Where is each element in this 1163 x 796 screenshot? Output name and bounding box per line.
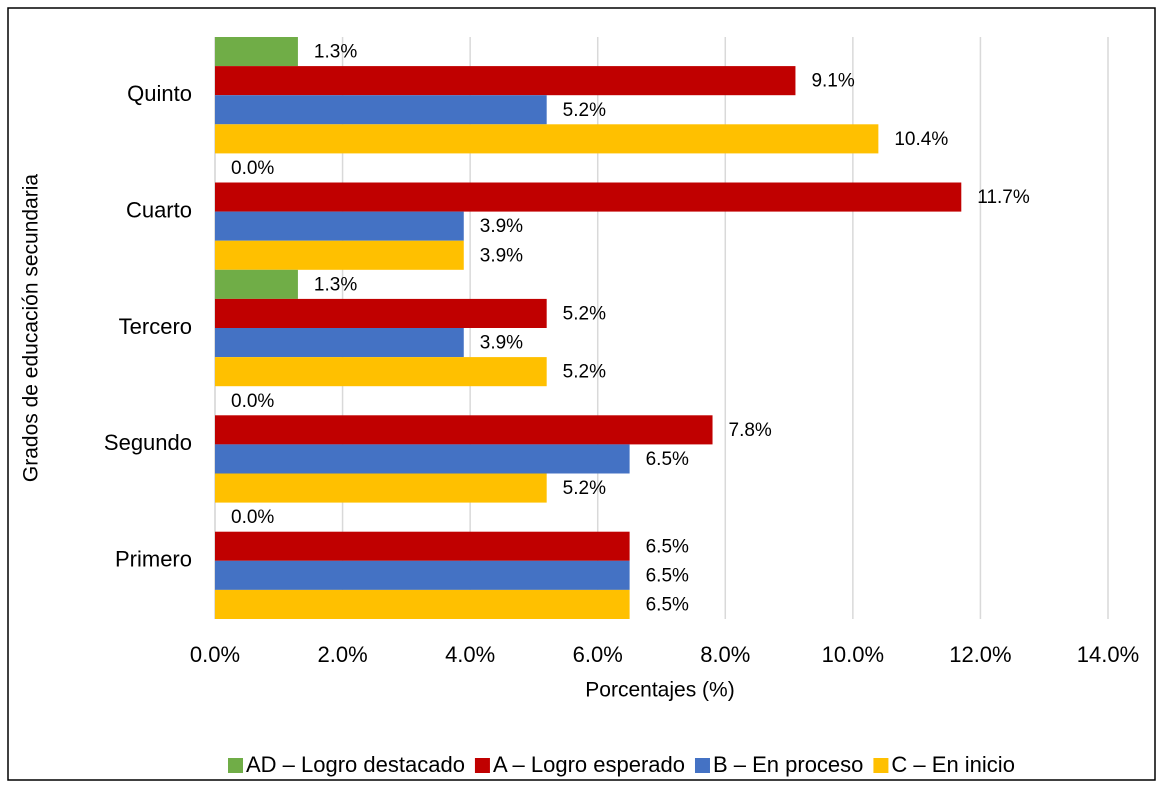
bar: [215, 269, 298, 299]
bar: [215, 444, 630, 474]
value-label: 1.3%: [314, 42, 357, 63]
bar: [215, 124, 879, 154]
bar: [215, 473, 547, 503]
legend-label: C – En inicio: [891, 752, 1015, 777]
y-axis-label: Grados de educación secundaria: [20, 174, 43, 483]
value-label: 5.2%: [563, 478, 606, 499]
legend-swatch: [873, 758, 889, 773]
value-label: 0.0%: [231, 158, 274, 179]
legend-label: AD – Logro destacado: [246, 752, 465, 777]
value-label: 0.0%: [231, 391, 274, 412]
value-label: 5.2%: [563, 303, 606, 324]
value-label: 3.9%: [480, 333, 523, 354]
legend-label: B – En proceso: [713, 752, 863, 777]
value-label: 10.4%: [894, 129, 948, 150]
x-axis-label: Porcentajes (%): [585, 679, 734, 702]
bar: [215, 66, 796, 96]
value-label: 0.0%: [231, 507, 274, 528]
value-label: 1.3%: [314, 274, 357, 295]
bar: [215, 240, 464, 270]
value-label: 3.9%: [480, 216, 523, 237]
bar: [215, 560, 630, 590]
value-label: 6.5%: [646, 565, 689, 586]
bar: [215, 37, 298, 67]
x-tick-label: 12.0%: [949, 642, 1011, 667]
bar: [215, 415, 713, 445]
value-label: 7.8%: [729, 420, 772, 441]
value-label: 6.5%: [646, 536, 689, 557]
x-tick-label: 14.0%: [1077, 642, 1139, 667]
bar: [215, 589, 630, 619]
value-label: 5.2%: [563, 100, 606, 121]
legend-swatch: [228, 758, 243, 773]
legend-swatch: [694, 758, 710, 773]
value-label: 3.9%: [480, 245, 523, 266]
legend-label: A – Logro esperado: [493, 752, 685, 777]
x-tick-label: 0.0%: [190, 642, 240, 667]
y-tick-label: Cuarto: [126, 197, 192, 222]
bar: [215, 328, 464, 358]
x-tick-label: 6.0%: [573, 642, 623, 667]
value-label: 6.5%: [646, 594, 689, 615]
y-tick-label: Tercero: [119, 314, 192, 339]
x-tick-label: 4.0%: [445, 642, 495, 667]
y-tick-label: Quinto: [127, 81, 192, 106]
bar: [215, 531, 630, 561]
value-label: 5.2%: [563, 362, 606, 383]
x-tick-label: 8.0%: [700, 642, 750, 667]
bar: [215, 182, 962, 212]
y-tick-label: Primero: [115, 547, 192, 572]
x-tick-label: 10.0%: [822, 642, 884, 667]
value-label: 9.1%: [811, 71, 854, 92]
bar: [215, 298, 547, 328]
value-label: 11.7%: [977, 187, 1030, 208]
legend-swatch: [474, 758, 490, 773]
y-tick-label: Segundo: [104, 430, 192, 455]
x-tick-label: 2.0%: [317, 642, 367, 667]
value-label: 6.5%: [646, 449, 689, 470]
bar: [215, 95, 547, 125]
bar: [215, 211, 464, 241]
bar: [215, 357, 547, 387]
